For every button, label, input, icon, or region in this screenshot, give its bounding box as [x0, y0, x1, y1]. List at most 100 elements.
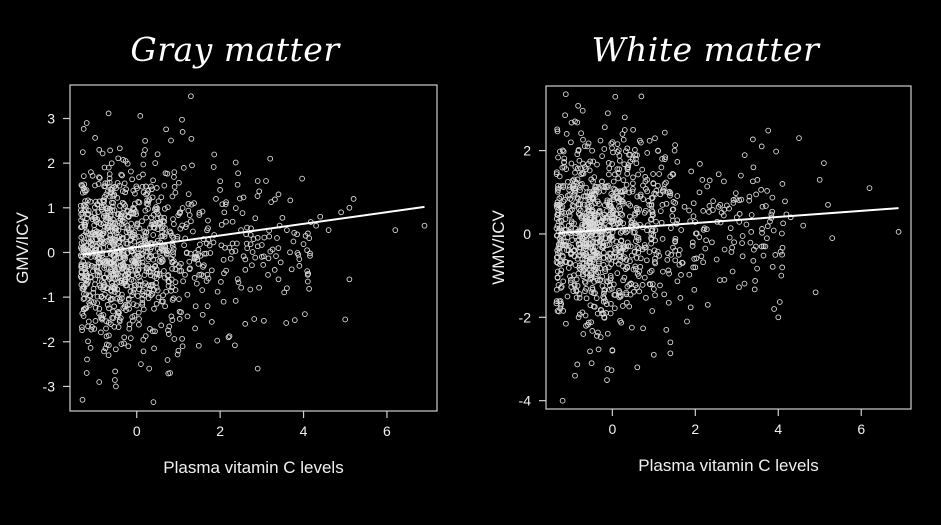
- y-tick-label: -1: [43, 289, 56, 305]
- data-point: [304, 247, 310, 254]
- data-point: [206, 242, 213, 249]
- data-point: [619, 131, 626, 137]
- data-point: [96, 269, 103, 276]
- data-point: [746, 193, 753, 200]
- data-point: [635, 234, 642, 241]
- data-point: [159, 229, 165, 235]
- data-point: [648, 216, 655, 222]
- data-point: [608, 190, 615, 197]
- data-point: [693, 230, 699, 237]
- data-point: [609, 236, 616, 243]
- data-point: [135, 309, 142, 316]
- data-point: [100, 312, 107, 318]
- data-point: [559, 260, 565, 267]
- data-point: [584, 189, 590, 196]
- data-point: [593, 295, 600, 301]
- data-point: [84, 356, 90, 363]
- data-point: [392, 227, 399, 233]
- data-point: [203, 250, 210, 257]
- data-point: [703, 226, 710, 233]
- data-point: [767, 218, 773, 225]
- data-point: [128, 168, 134, 175]
- data-point: [238, 284, 245, 291]
- data-point: [90, 289, 97, 296]
- data-point: [244, 224, 250, 231]
- data-point: [265, 272, 271, 278]
- data-point: [763, 203, 769, 209]
- data-point: [706, 177, 713, 184]
- data-point: [646, 137, 653, 144]
- data-point: [589, 208, 596, 215]
- data-point: [175, 347, 182, 354]
- data-point: [621, 127, 628, 133]
- plot-frame: [545, 85, 912, 410]
- data-point: [93, 228, 100, 235]
- data-point: [589, 194, 596, 201]
- data-point: [748, 229, 755, 235]
- data-point: [558, 217, 564, 224]
- x-tick-label: 2: [216, 423, 224, 439]
- data-point: [119, 199, 126, 206]
- data-point: [136, 321, 142, 328]
- data-point: [778, 272, 785, 279]
- data-point: [628, 252, 635, 259]
- data-point: [617, 317, 623, 324]
- data-point: [117, 315, 124, 321]
- data-point: [652, 260, 659, 267]
- data-point: [121, 255, 128, 262]
- data-point: [620, 255, 627, 262]
- data-point: [185, 200, 192, 207]
- data-point: [672, 247, 678, 254]
- data-point: [649, 281, 656, 287]
- data-point: [346, 204, 353, 211]
- data-point: [612, 245, 618, 251]
- data-point: [559, 397, 566, 404]
- data-point: [594, 310, 601, 317]
- data-point: [222, 244, 228, 251]
- data-point: [78, 211, 85, 218]
- data-point: [577, 262, 583, 269]
- data-point: [269, 246, 276, 253]
- data-point: [154, 226, 161, 232]
- data-point: [637, 191, 644, 198]
- data-point: [633, 156, 639, 162]
- data-point: [79, 310, 86, 317]
- data-point: [133, 254, 140, 260]
- data-point: [675, 251, 682, 258]
- data-point: [609, 139, 616, 145]
- data-point: [652, 237, 658, 244]
- data-point: [611, 254, 617, 261]
- data-point: [599, 217, 605, 224]
- data-point: [184, 313, 191, 320]
- y-axis-label: GMV/ICV: [13, 211, 32, 283]
- data-point: [106, 175, 113, 182]
- data-point: [119, 266, 125, 272]
- data-point: [568, 160, 575, 167]
- data-point: [116, 182, 123, 189]
- data-point: [576, 291, 583, 297]
- data-point: [92, 135, 98, 141]
- data-point: [752, 278, 758, 284]
- data-point: [126, 325, 133, 332]
- data-point: [90, 285, 97, 292]
- data-point: [748, 212, 755, 218]
- data-point: [726, 234, 733, 241]
- data-point: [656, 171, 662, 177]
- data-point: [325, 227, 332, 233]
- data-point: [624, 145, 631, 152]
- data-point: [576, 236, 582, 243]
- data-point: [641, 274, 648, 281]
- data-point: [133, 211, 139, 218]
- data-point: [729, 268, 736, 275]
- data-point: [144, 248, 151, 255]
- data-point: [115, 310, 122, 317]
- data-point: [225, 334, 232, 341]
- data-point: [235, 170, 241, 177]
- data-point: [561, 155, 568, 162]
- data-point: [299, 175, 305, 182]
- data-point: [176, 179, 182, 186]
- data-point: [95, 181, 102, 187]
- data-point: [165, 278, 172, 285]
- data-point: [149, 328, 156, 335]
- data-point: [553, 232, 560, 239]
